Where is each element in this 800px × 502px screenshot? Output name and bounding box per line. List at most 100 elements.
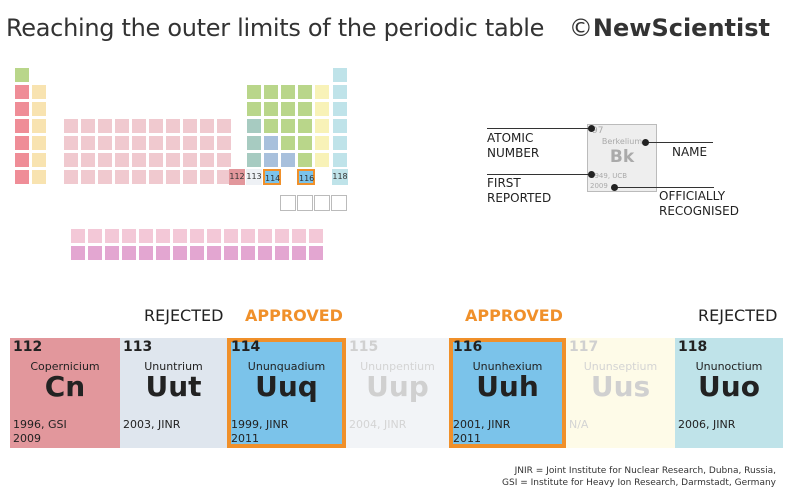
key-leader-line (645, 142, 713, 143)
table-cell (199, 118, 215, 134)
table-cell (314, 118, 330, 134)
table-cell (31, 135, 47, 151)
status-approved-114: APPROVED (245, 306, 343, 325)
table-cell (257, 245, 273, 261)
table-cell (246, 84, 262, 100)
empty-cell (331, 195, 347, 211)
table-cell (165, 135, 181, 151)
key-label-atomic-number: ATOMIC NUMBER (487, 131, 540, 160)
brand-name: NewScientist (592, 14, 770, 42)
table-cell (14, 169, 30, 185)
table-cell (274, 245, 290, 261)
table-cell (87, 245, 103, 261)
table-cell (31, 169, 47, 185)
table-cell (216, 169, 232, 185)
element-first-reported: 1999, JINR (231, 418, 289, 431)
table-cell (172, 228, 188, 244)
table-cell (199, 152, 215, 168)
table-cell (216, 135, 232, 151)
table-cell (332, 152, 348, 168)
table-cell (131, 152, 147, 168)
element-name: Ununseptium (583, 360, 658, 373)
table-cell (121, 228, 137, 244)
element-number: 115 (349, 339, 379, 355)
key-element-name: Berkelium (601, 137, 643, 146)
table-cell (63, 135, 79, 151)
table-cell (70, 228, 86, 244)
table-cell (97, 135, 113, 151)
table-cell (172, 245, 188, 261)
element-number: 112 (13, 339, 43, 355)
table-cell (199, 169, 215, 185)
table-cell (182, 118, 198, 134)
table-cell (14, 135, 30, 151)
table-cell (80, 118, 96, 134)
table-cell (138, 245, 154, 261)
table-cell (63, 152, 79, 168)
table-cell (31, 152, 47, 168)
element-symbol: Uus (590, 370, 651, 403)
table-cell (148, 118, 164, 134)
table-cell (104, 245, 120, 261)
table-cell (280, 118, 296, 134)
status-rejected-113: REJECTED (144, 306, 224, 325)
key-pointer-dot (588, 125, 595, 132)
table-label-112: 112 (229, 169, 245, 185)
table-cell (263, 84, 279, 100)
element-name: Ununtrium (144, 360, 203, 373)
table-cell (70, 245, 86, 261)
table-cell (131, 118, 147, 134)
element-name: Ununpentium (360, 360, 435, 373)
table-cell (263, 118, 279, 134)
key-label-officially-recognised: OFFICIALLY RECOGNISED (659, 189, 739, 218)
table-cell (14, 101, 30, 117)
table-cell (148, 135, 164, 151)
table-cell (240, 228, 256, 244)
table-cell (291, 228, 307, 244)
table-cell (246, 101, 262, 117)
table-cell (63, 169, 79, 185)
element-first-reported: 2001, JINR (453, 418, 511, 431)
table-cell (14, 152, 30, 168)
table-cell (216, 118, 232, 134)
table-cell (31, 84, 47, 100)
key-leader-line (614, 187, 714, 188)
table-cell (332, 169, 348, 185)
element-symbol: Uuh (476, 370, 539, 403)
table-cell (14, 84, 30, 100)
table-cell (63, 118, 79, 134)
key-officially-recognised: 2009 (590, 182, 608, 190)
key-leader-line (487, 174, 591, 175)
table-cell (189, 228, 205, 244)
table-cell (138, 228, 154, 244)
table-cell (114, 118, 130, 134)
empty-cell (297, 195, 313, 211)
element-first-reported: 2003, JINR (123, 418, 181, 431)
element-number: 113 (123, 339, 153, 355)
key-element-box: 97 Berkelium Bk 1949, UCB 2009 (587, 124, 657, 192)
key-leader-line (487, 128, 592, 129)
table-cell (104, 228, 120, 244)
element-card-112: 112 Copernicium Cn 1996, GSI 2009 (10, 338, 120, 448)
table-cell (332, 118, 348, 134)
key-pointer-dot (642, 139, 649, 146)
table-cell (121, 245, 137, 261)
element-name: Ununquadium (247, 360, 326, 373)
table-cell (199, 135, 215, 151)
table-cell (97, 169, 113, 185)
table-cell (291, 245, 307, 261)
table-cell (297, 101, 313, 117)
table-cell (148, 152, 164, 168)
table-cell (155, 245, 171, 261)
table-cell (80, 152, 96, 168)
element-card-118: 118 Ununoctium Uuo 2006, JINR (675, 338, 783, 448)
table-cell (182, 152, 198, 168)
key-element-symbol: Bk (609, 147, 635, 167)
table-cell (97, 152, 113, 168)
status-approved-116: APPROVED (465, 306, 563, 325)
table-cell (114, 152, 130, 168)
element-first-reported: 2006, JINR (678, 418, 736, 431)
key-atomic-number: 97 (592, 126, 604, 136)
element-number: 117 (569, 339, 599, 355)
table-cell (87, 228, 103, 244)
